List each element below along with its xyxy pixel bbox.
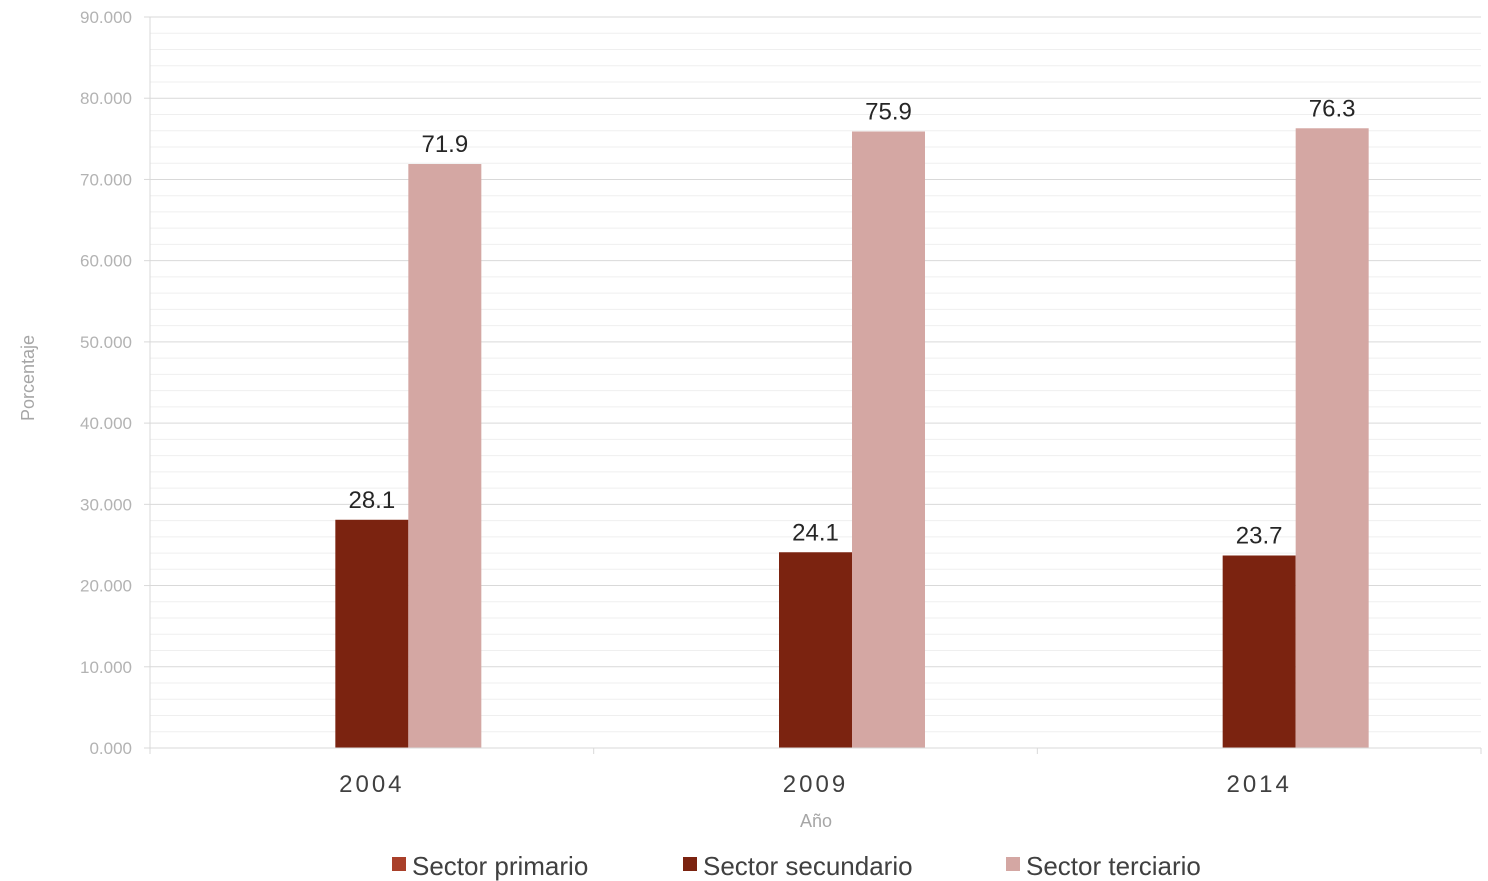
- y-tick-label: 40.000: [80, 414, 132, 433]
- bar-sector-terciario-2004: [408, 164, 482, 749]
- data-label: 71.9: [421, 131, 468, 158]
- y-tick-label: 0.000: [89, 739, 132, 758]
- data-label: 24.1: [792, 519, 839, 546]
- bar-sector-secundario-2009: [779, 552, 852, 748]
- y-tick-label: 20.000: [80, 577, 132, 596]
- legend-label: Sector primario: [412, 851, 588, 881]
- y-tick-label: 30.000: [80, 495, 132, 514]
- bar-sector-terciario-2009: [852, 131, 925, 749]
- bar-sector-terciario-2014: [1295, 128, 1369, 749]
- legend-swatch: [1006, 857, 1020, 871]
- y-tick-label: 90.000: [80, 8, 132, 27]
- x-tick-label: 2014: [1226, 771, 1291, 798]
- data-label: 28.1: [348, 487, 395, 514]
- legend-label: Sector secundario: [703, 851, 913, 881]
- x-tick-label: 2009: [783, 771, 848, 798]
- x-axis-title: Año: [800, 811, 832, 831]
- data-label: 75.9: [865, 99, 912, 126]
- legend-label: Sector terciario: [1026, 851, 1201, 881]
- bar-sector-secundario-2004: [335, 519, 409, 748]
- x-axis: 2004 2009 2014: [149, 747, 1482, 798]
- legend-swatch: [392, 857, 406, 871]
- legend-swatch: [683, 857, 697, 871]
- y-axis-title: Porcentaje: [18, 335, 38, 421]
- bar-sector-secundario-2014: [1222, 555, 1296, 748]
- y-tick-label: 10.000: [80, 658, 132, 677]
- y-tick-label: 80.000: [80, 89, 132, 108]
- data-labels: 28.1 71.9 24.1 75.9 23.7 76.3: [348, 95, 1355, 549]
- legend: Sector primario Sector secundario Sector t…: [392, 851, 1201, 881]
- y-tick-label: 50.000: [80, 333, 132, 352]
- data-label: 76.3: [1309, 95, 1356, 122]
- data-label: 23.7: [1236, 523, 1283, 550]
- x-tick-label: 2004: [339, 771, 404, 798]
- y-tick-label: 70.000: [80, 170, 132, 189]
- bars: [335, 128, 1369, 749]
- y-axis: 0.000 10.000 20.000 30.000 40.000 50.000 60.00…: [80, 8, 151, 758]
- y-tick-label: 60.000: [80, 252, 132, 271]
